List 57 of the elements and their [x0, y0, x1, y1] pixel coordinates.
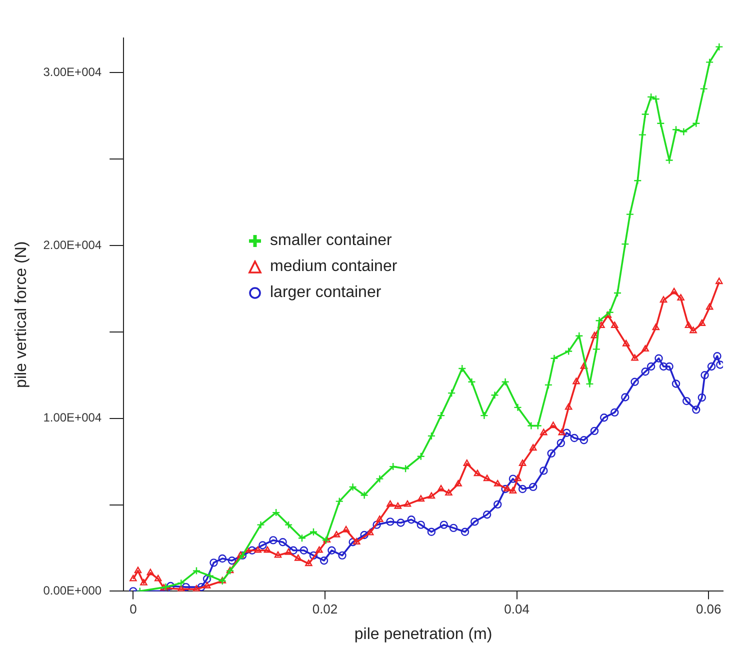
- point: [638, 130, 647, 139]
- x-tick-label: 0.04: [504, 602, 530, 617]
- point: [705, 58, 714, 66]
- point: [672, 126, 680, 134]
- point: [206, 572, 214, 580]
- legend-label: smaller container: [270, 231, 392, 251]
- point: [436, 411, 446, 420]
- point: [501, 378, 510, 386]
- point: [641, 110, 650, 118]
- y-tick-label: 2.00E+004: [43, 238, 102, 252]
- point: [564, 347, 573, 356]
- point: [480, 411, 488, 420]
- point: [514, 403, 522, 412]
- point: [447, 388, 456, 398]
- point: [335, 497, 344, 506]
- point: [284, 520, 293, 529]
- point: [715, 42, 723, 51]
- point: [595, 316, 604, 325]
- point: [192, 566, 201, 575]
- point: [360, 491, 368, 500]
- point: [256, 520, 265, 529]
- legend-label: medium container: [270, 257, 398, 277]
- x-tick-label: 0.02: [312, 602, 338, 617]
- y-tick-label: 1.00E+004: [43, 410, 102, 425]
- x-axis-title: pile penetration (m): [354, 626, 492, 643]
- point: [388, 462, 398, 471]
- point: [592, 345, 601, 354]
- point: [177, 578, 186, 588]
- point: [634, 176, 642, 185]
- point: [468, 378, 476, 386]
- point: [575, 332, 584, 340]
- point: [416, 452, 425, 460]
- point: [272, 508, 280, 517]
- point: [348, 482, 357, 492]
- point: [298, 534, 306, 542]
- point: [700, 84, 708, 93]
- point: [621, 240, 630, 248]
- x-tick-label: 0: [130, 602, 137, 617]
- point: [427, 432, 436, 440]
- point: [490, 391, 499, 400]
- point: [692, 119, 700, 128]
- y-axis-title: pile vertical force (N): [13, 241, 30, 388]
- legend-label: larger container: [270, 283, 382, 303]
- point: [680, 128, 688, 136]
- point: [544, 380, 553, 390]
- point: [401, 464, 410, 473]
- point: [376, 474, 384, 483]
- point: [606, 308, 614, 316]
- point: [656, 119, 665, 128]
- point: [309, 528, 318, 536]
- y-tick-label: 3.00E+004: [43, 64, 102, 79]
- point: [458, 364, 466, 373]
- y-tick-label: 0.00E+000: [43, 584, 102, 598]
- point: [626, 210, 634, 218]
- x-tick-label: 0.06: [696, 602, 722, 617]
- point: [550, 354, 558, 362]
- point: [613, 288, 622, 298]
